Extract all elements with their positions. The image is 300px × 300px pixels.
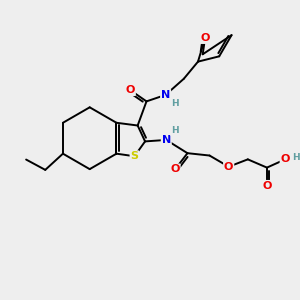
Text: O: O xyxy=(224,162,233,172)
Text: O: O xyxy=(126,85,135,95)
Text: H: H xyxy=(171,99,179,108)
Text: O: O xyxy=(262,181,272,191)
Text: O: O xyxy=(200,33,210,43)
Text: O: O xyxy=(170,164,180,174)
Text: H: H xyxy=(292,153,299,162)
Text: S: S xyxy=(130,151,139,161)
Text: N: N xyxy=(162,135,171,145)
Text: O: O xyxy=(280,154,290,164)
Text: N: N xyxy=(161,90,170,100)
Text: H: H xyxy=(171,126,178,135)
